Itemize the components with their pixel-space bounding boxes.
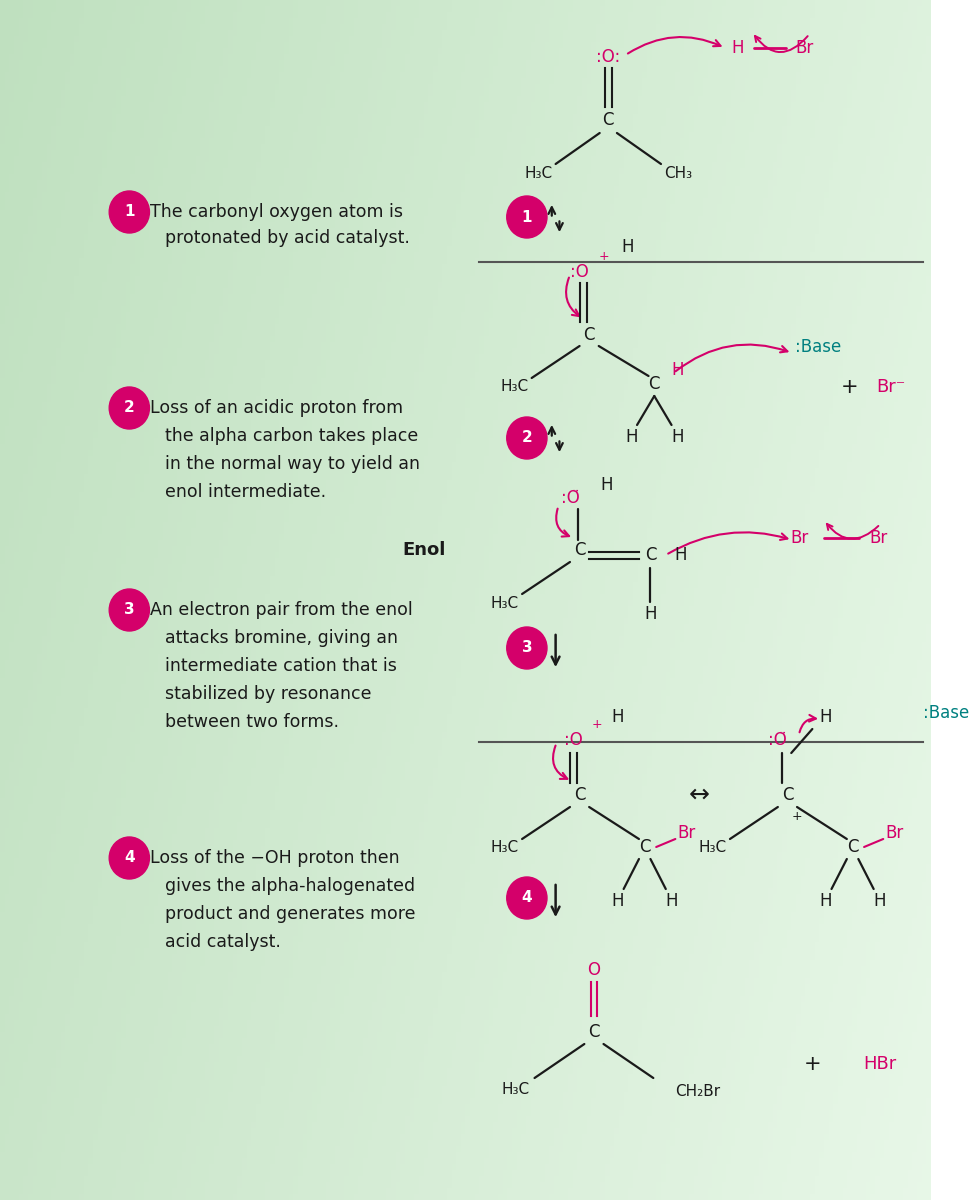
- Text: :Base: :Base: [923, 704, 970, 722]
- Text: intermediate cation that is: intermediate cation that is: [165, 658, 396, 674]
- Text: C: C: [782, 786, 793, 804]
- Text: H: H: [644, 605, 656, 623]
- Circle shape: [109, 386, 150, 428]
- Text: O: O: [587, 961, 600, 979]
- Text: Loss of an acidic proton from: Loss of an acidic proton from: [139, 398, 403, 416]
- Text: 3: 3: [521, 641, 532, 655]
- Text: H: H: [621, 238, 634, 256]
- Circle shape: [109, 838, 150, 878]
- Text: H₃C: H₃C: [490, 595, 519, 611]
- Text: the alpha carbon takes place: the alpha carbon takes place: [165, 427, 419, 445]
- Circle shape: [507, 416, 547, 458]
- Text: +: +: [591, 719, 602, 732]
- Text: acid catalyst.: acid catalyst.: [165, 934, 281, 950]
- Text: 4: 4: [521, 890, 532, 906]
- Text: C: C: [584, 326, 595, 344]
- Text: H: H: [612, 892, 624, 910]
- Text: :Ö: :Ö: [560, 490, 580, 506]
- Text: attacks bromine, giving an: attacks bromine, giving an: [165, 629, 398, 647]
- Text: C: C: [645, 546, 656, 564]
- Text: Br⁻: Br⁻: [876, 378, 906, 396]
- Text: C: C: [603, 110, 614, 128]
- Circle shape: [507, 877, 547, 919]
- Text: An electron pair from the enol: An electron pair from the enol: [139, 601, 413, 619]
- Text: H₃C: H₃C: [500, 379, 528, 395]
- Text: H₃C: H₃C: [490, 840, 519, 856]
- Text: protonated by acid catalyst.: protonated by acid catalyst.: [165, 229, 410, 247]
- Text: +: +: [841, 377, 858, 397]
- Text: 1: 1: [521, 210, 532, 224]
- Text: product and generates more: product and generates more: [165, 905, 416, 923]
- Text: +: +: [598, 251, 609, 264]
- Text: Loss of the −OH proton then: Loss of the −OH proton then: [139, 850, 399, 866]
- Text: :Ö: :Ö: [768, 731, 787, 749]
- Text: between two forms.: between two forms.: [165, 713, 339, 731]
- Text: H: H: [625, 428, 638, 446]
- Text: 4: 4: [124, 851, 135, 865]
- Text: H: H: [612, 708, 624, 726]
- Text: Br: Br: [795, 38, 814, 56]
- Text: H: H: [674, 546, 686, 564]
- Text: 3: 3: [124, 602, 135, 618]
- Text: H: H: [671, 361, 684, 379]
- Text: H: H: [731, 38, 744, 56]
- Text: HBr: HBr: [863, 1055, 896, 1073]
- Text: enol intermediate.: enol intermediate.: [165, 482, 326, 502]
- Text: 2: 2: [521, 431, 532, 445]
- Text: C: C: [588, 1022, 600, 1040]
- Text: Br: Br: [678, 824, 696, 842]
- Circle shape: [109, 589, 150, 631]
- Text: H: H: [820, 708, 832, 726]
- Text: stabilized by resonance: stabilized by resonance: [165, 685, 371, 703]
- Text: H: H: [873, 892, 886, 910]
- Text: C: C: [649, 374, 660, 392]
- Text: +: +: [804, 1054, 821, 1074]
- Text: H: H: [671, 428, 684, 446]
- Text: C: C: [574, 786, 586, 804]
- Text: CH₂Br: CH₂Br: [675, 1084, 720, 1098]
- Text: H: H: [665, 892, 678, 910]
- Text: C: C: [847, 838, 858, 856]
- Text: Br: Br: [790, 529, 809, 547]
- Text: C: C: [639, 838, 651, 856]
- Text: +: +: [791, 810, 802, 823]
- Text: CH₃: CH₃: [664, 167, 692, 181]
- Text: in the normal way to yield an: in the normal way to yield an: [165, 455, 419, 473]
- Text: H₃C: H₃C: [501, 1082, 529, 1098]
- Text: gives the alpha-halogenated: gives the alpha-halogenated: [165, 877, 415, 895]
- Text: 1: 1: [124, 204, 135, 220]
- Text: C: C: [574, 541, 586, 559]
- Text: :O: :O: [570, 263, 589, 281]
- Text: H₃C: H₃C: [699, 840, 726, 856]
- Text: Enol: Enol: [402, 541, 446, 559]
- Circle shape: [507, 196, 547, 238]
- Text: :O:: :O:: [596, 48, 620, 66]
- Text: :O: :O: [564, 731, 584, 749]
- Circle shape: [507, 626, 547, 670]
- Text: :Base: :Base: [795, 338, 841, 356]
- Text: H: H: [820, 892, 832, 910]
- Circle shape: [109, 191, 150, 233]
- Text: Br: Br: [886, 824, 904, 842]
- Text: The carbonyl oxygen atom is: The carbonyl oxygen atom is: [139, 203, 403, 221]
- Text: Br: Br: [869, 529, 887, 547]
- Text: H: H: [600, 476, 613, 494]
- Text: ↔: ↔: [688, 782, 710, 806]
- Text: H₃C: H₃C: [524, 167, 552, 181]
- Text: 2: 2: [124, 401, 135, 415]
